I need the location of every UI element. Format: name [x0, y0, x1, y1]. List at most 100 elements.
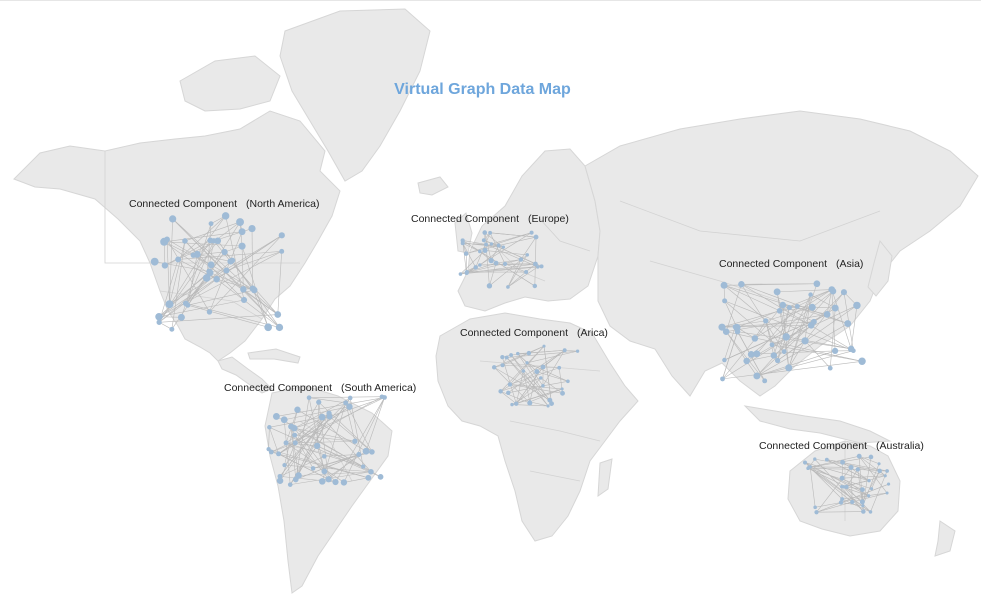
graph-node[interactable] [282, 463, 286, 467]
graph-node[interactable] [281, 416, 288, 423]
graph-node[interactable] [484, 243, 488, 247]
graph-node[interactable] [482, 248, 487, 253]
graph-node[interactable] [851, 348, 856, 353]
graph-node[interactable] [770, 342, 775, 347]
graph-node[interactable] [840, 497, 844, 501]
graph-node[interactable] [814, 510, 818, 514]
graph-node[interactable] [488, 258, 493, 263]
graph-node[interactable] [860, 487, 865, 492]
graph-node[interactable] [830, 288, 836, 294]
graph-node[interactable] [840, 460, 845, 465]
graph-node[interactable] [319, 478, 326, 485]
graph-node[interactable] [325, 476, 331, 482]
graph-node[interactable] [795, 304, 800, 309]
graph-node[interactable] [777, 308, 783, 314]
graph-node[interactable] [808, 465, 811, 468]
graph-node[interactable] [490, 242, 493, 245]
graph-node[interactable] [867, 479, 870, 482]
graph-node[interactable] [164, 237, 170, 243]
graph-node[interactable] [557, 366, 561, 370]
graph-node[interactable] [723, 328, 730, 335]
graph-node[interactable] [326, 411, 331, 416]
graph-node[interactable] [811, 319, 817, 325]
graph-node[interactable] [560, 387, 563, 390]
graph-node[interactable] [211, 238, 216, 243]
graph-node[interactable] [478, 250, 482, 254]
graph-node[interactable] [508, 382, 512, 386]
graph-node[interactable] [771, 352, 777, 358]
graph-node[interactable] [753, 350, 760, 357]
graph-node[interactable] [459, 272, 463, 276]
graph-node[interactable] [500, 355, 504, 359]
graph-node[interactable] [563, 348, 567, 352]
graph-node[interactable] [503, 262, 507, 266]
graph-node[interactable] [519, 257, 523, 261]
graph-node[interactable] [576, 349, 579, 352]
graph-node[interactable] [803, 461, 807, 465]
graph-node[interactable] [276, 324, 283, 331]
graph-node[interactable] [541, 384, 545, 388]
graph-node[interactable] [363, 448, 370, 455]
graph-node[interactable] [356, 452, 361, 457]
graph-node[interactable] [155, 313, 162, 320]
graph-node[interactable] [774, 288, 781, 295]
graph-node[interactable] [850, 500, 854, 504]
graph-node[interactable] [332, 479, 338, 485]
graph-node[interactable] [885, 469, 889, 473]
graph-node[interactable] [884, 474, 887, 477]
graph-node[interactable] [549, 401, 554, 406]
graph-node[interactable] [368, 469, 374, 475]
graph-node[interactable] [348, 396, 353, 401]
graph-node[interactable] [241, 297, 247, 303]
graph-node[interactable] [222, 212, 229, 219]
graph-node[interactable] [780, 302, 786, 308]
graph-node[interactable] [534, 369, 539, 374]
graph-node[interactable] [267, 425, 272, 430]
graph-node[interactable] [861, 504, 864, 507]
graph-node[interactable] [801, 337, 808, 344]
graph-node[interactable] [292, 433, 297, 438]
graph-node[interactable] [273, 413, 280, 420]
graph-node[interactable] [560, 391, 565, 396]
graph-node[interactable] [175, 256, 181, 262]
graph-node[interactable] [509, 353, 513, 357]
graph-node[interactable] [832, 305, 839, 312]
graph-node[interactable] [239, 228, 246, 235]
graph-node[interactable] [182, 238, 188, 244]
graph-node[interactable] [813, 506, 817, 510]
graph-node[interactable] [787, 305, 792, 310]
graph-node[interactable] [314, 443, 320, 449]
graph-node[interactable] [162, 262, 168, 268]
graph-node[interactable] [293, 477, 299, 483]
graph-node[interactable] [887, 483, 890, 486]
graph-node[interactable] [294, 407, 300, 413]
graph-node[interactable] [482, 230, 487, 235]
graph-node[interactable] [722, 298, 727, 303]
graph-node[interactable] [858, 358, 865, 365]
graph-node[interactable] [497, 244, 501, 248]
graph-node[interactable] [785, 364, 792, 371]
graph-node[interactable] [361, 464, 365, 468]
graph-node[interactable] [250, 286, 256, 292]
graph-node[interactable] [183, 301, 189, 307]
graph-node[interactable] [492, 365, 496, 369]
graph-node[interactable] [530, 231, 534, 235]
graph-node[interactable] [465, 270, 469, 274]
graph-node[interactable] [288, 423, 294, 429]
graph-node[interactable] [877, 462, 880, 465]
graph-node[interactable] [782, 349, 787, 354]
graph-node[interactable] [343, 400, 348, 405]
graph-node[interactable] [536, 265, 540, 269]
graph-node[interactable] [860, 499, 865, 504]
graph-node[interactable] [341, 479, 347, 485]
graph-node[interactable] [547, 404, 550, 407]
graph-node[interactable] [753, 373, 760, 380]
graph-node[interactable] [239, 243, 246, 250]
graph-node[interactable] [840, 476, 845, 481]
graph-node[interactable] [206, 268, 212, 274]
graph-node[interactable] [743, 358, 749, 364]
graph-node[interactable] [869, 510, 873, 514]
graph-node[interactable] [506, 391, 510, 395]
graph-node[interactable] [482, 238, 486, 242]
graph-node[interactable] [498, 389, 502, 393]
